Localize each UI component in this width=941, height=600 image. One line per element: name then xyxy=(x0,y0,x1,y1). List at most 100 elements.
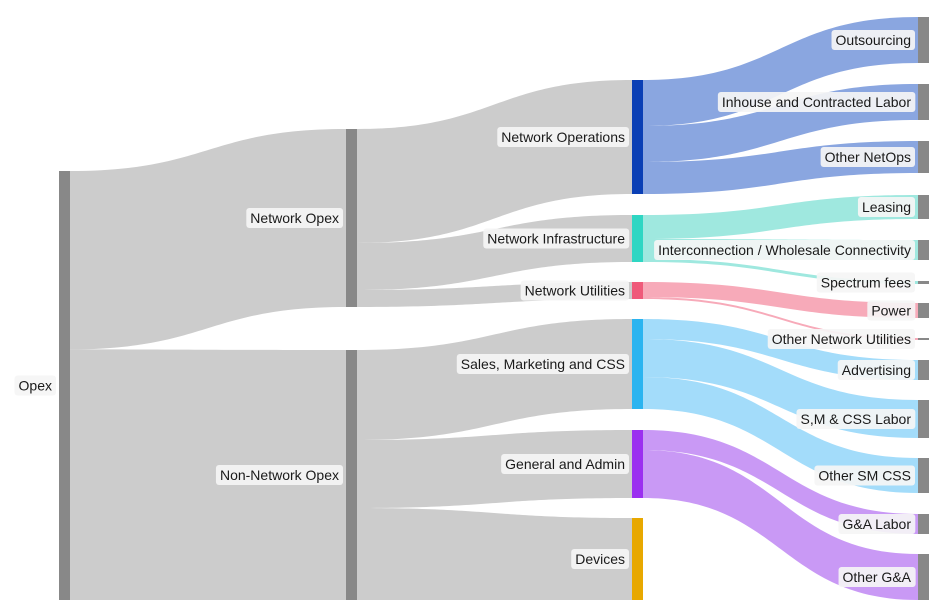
nodes-layer xyxy=(59,17,929,600)
node-label-ga-labor: G&A Labor xyxy=(838,514,916,534)
node-leasing[interactable] xyxy=(918,195,929,219)
node-label-other-ga: Other G&A xyxy=(838,567,916,587)
link-general-admin-to-other-ga[interactable] xyxy=(643,450,918,600)
node-label-interconnection: Interconnection / Wholesale Connectivity xyxy=(654,240,915,260)
link-network-utilities-to-power[interactable] xyxy=(643,282,918,318)
node-other-netops[interactable] xyxy=(918,141,929,173)
node-label-text-general-admin: General and Admin xyxy=(505,456,625,472)
node-label-text-advertising: Advertising xyxy=(842,362,911,378)
link-general-admin-to-ga-labor[interactable] xyxy=(643,430,918,534)
node-power[interactable] xyxy=(918,303,929,318)
node-label-bg-devices xyxy=(571,549,629,569)
node-label-bg-network-infrastructure xyxy=(483,228,630,249)
node-label-bg-network-opex xyxy=(246,208,343,228)
link-network-opex-to-network-operations[interactable] xyxy=(357,80,632,243)
link-network-utilities-to-other-network-utilities[interactable] xyxy=(643,297,918,340)
link-opex-to-non-network-opex[interactable] xyxy=(70,349,346,600)
node-label-text-spectrum-fees: Spectrum fees xyxy=(821,275,911,291)
node-label-network-infrastructure: Network Infrastructure xyxy=(483,228,630,249)
node-label-network-operations: Network Operations xyxy=(497,127,629,147)
node-interconnection[interactable] xyxy=(918,240,929,260)
node-label-bg-interconnection xyxy=(654,240,915,260)
node-spectrum-fees[interactable] xyxy=(918,281,929,284)
link-sales-marketing-css-to-other-sm-css[interactable] xyxy=(643,377,918,493)
node-label-text-non-network-opex: Non-Network Opex xyxy=(220,467,339,483)
node-label-devices: Devices xyxy=(571,549,629,569)
link-opex-to-network-opex[interactable] xyxy=(70,129,346,350)
node-label-opex: Opex xyxy=(14,375,56,396)
node-label-network-utilities: Network Utilities xyxy=(520,280,629,301)
node-advertising[interactable] xyxy=(918,360,929,380)
link-non-network-opex-to-general-admin[interactable] xyxy=(357,430,632,508)
node-label-text-smcss-labor: S,M & CSS Labor xyxy=(801,411,912,427)
link-network-infrastructure-to-leasing[interactable] xyxy=(643,195,918,239)
link-non-network-opex-to-sales-marketing-css[interactable] xyxy=(357,319,632,440)
node-label-bg-opex xyxy=(14,375,56,396)
node-network-utilities[interactable] xyxy=(632,282,643,299)
link-non-network-opex-to-devices[interactable] xyxy=(357,508,632,600)
node-inhouse-contracted-labor[interactable] xyxy=(918,84,929,120)
node-devices[interactable] xyxy=(632,518,643,600)
node-label-inhouse-contracted-labor: Inhouse and Contracted Labor xyxy=(717,92,916,112)
node-network-operations[interactable] xyxy=(632,80,643,194)
node-ga-labor[interactable] xyxy=(918,514,929,534)
node-label-text-other-sm-css: Other SM CSS xyxy=(818,468,911,484)
node-label-bg-leasing xyxy=(857,197,915,217)
node-label-text-leasing: Leasing xyxy=(862,199,911,215)
node-label-text-power: Power xyxy=(871,303,911,319)
node-network-infrastructure[interactable] xyxy=(632,215,643,262)
node-label-advertising: Advertising xyxy=(837,360,915,380)
node-label-bg-network-operations xyxy=(497,127,629,147)
node-opex[interactable] xyxy=(59,171,70,600)
node-label-smcss-labor: S,M & CSS Labor xyxy=(796,409,916,429)
node-label-other-network-utilities: Other Network Utilities xyxy=(767,329,915,349)
node-label-bg-other-sm-css xyxy=(814,465,915,486)
node-label-text-sales-marketing-css: Sales, Marketing and CSS xyxy=(461,356,625,372)
node-label-outsourcing: Outsourcing xyxy=(831,30,915,50)
node-general-admin[interactable] xyxy=(632,430,643,498)
node-label-text-inhouse-contracted-labor: Inhouse and Contracted Labor xyxy=(722,94,911,110)
node-smcss-labor[interactable] xyxy=(918,400,929,438)
node-label-bg-network-utilities xyxy=(520,280,629,301)
node-label-bg-spectrum-fees xyxy=(816,272,915,293)
node-label-text-network-infrastructure: Network Infrastructure xyxy=(487,231,625,247)
node-label-text-network-utilities: Network Utilities xyxy=(525,283,625,299)
node-label-text-devices: Devices xyxy=(575,551,625,567)
node-label-non-network-opex: Non-Network Opex xyxy=(215,465,343,485)
node-label-leasing: Leasing xyxy=(857,197,915,217)
node-label-bg-power xyxy=(867,300,916,321)
node-network-opex[interactable] xyxy=(346,129,357,307)
node-label-text-interconnection: Interconnection / Wholesale Connectivity xyxy=(658,242,911,258)
node-label-text-network-operations: Network Operations xyxy=(501,129,625,145)
node-outsourcing[interactable] xyxy=(918,17,929,63)
node-other-network-utilities[interactable] xyxy=(918,338,929,340)
node-sales-marketing-css[interactable] xyxy=(632,319,643,409)
node-other-sm-css[interactable] xyxy=(918,458,929,493)
node-label-text-ga-labor: G&A Labor xyxy=(843,516,912,532)
node-label-bg-general-admin xyxy=(501,454,629,474)
node-label-other-netops: Other NetOps xyxy=(820,147,915,167)
node-label-bg-other-ga xyxy=(838,567,916,587)
node-label-text-opex: Opex xyxy=(19,378,52,394)
node-label-network-opex: Network Opex xyxy=(246,208,343,228)
node-label-bg-other-netops xyxy=(820,147,915,167)
node-label-text-other-netops: Other NetOps xyxy=(825,149,911,165)
node-label-bg-inhouse-contracted-labor xyxy=(717,92,916,112)
node-label-sales-marketing-css: Sales, Marketing and CSS xyxy=(456,354,629,374)
node-label-bg-other-network-utilities xyxy=(767,329,915,349)
node-label-bg-non-network-opex xyxy=(215,465,343,485)
node-label-text-other-ga: Other G&A xyxy=(843,569,912,585)
node-label-bg-advertising xyxy=(837,360,915,380)
link-network-infrastructure-to-spectrum-fees[interactable] xyxy=(643,259,918,284)
node-label-other-sm-css: Other SM CSS xyxy=(814,465,915,486)
node-label-bg-smcss-labor xyxy=(796,409,916,429)
node-other-ga[interactable] xyxy=(918,554,929,600)
node-label-bg-sales-marketing-css xyxy=(456,354,629,374)
node-label-spectrum-fees: Spectrum fees xyxy=(816,272,915,293)
node-label-power: Power xyxy=(867,300,916,321)
node-label-text-network-opex: Network Opex xyxy=(250,210,339,226)
node-label-text-other-network-utilities: Other Network Utilities xyxy=(772,331,911,347)
node-non-network-opex[interactable] xyxy=(346,350,357,600)
node-label-bg-outsourcing xyxy=(831,30,915,50)
